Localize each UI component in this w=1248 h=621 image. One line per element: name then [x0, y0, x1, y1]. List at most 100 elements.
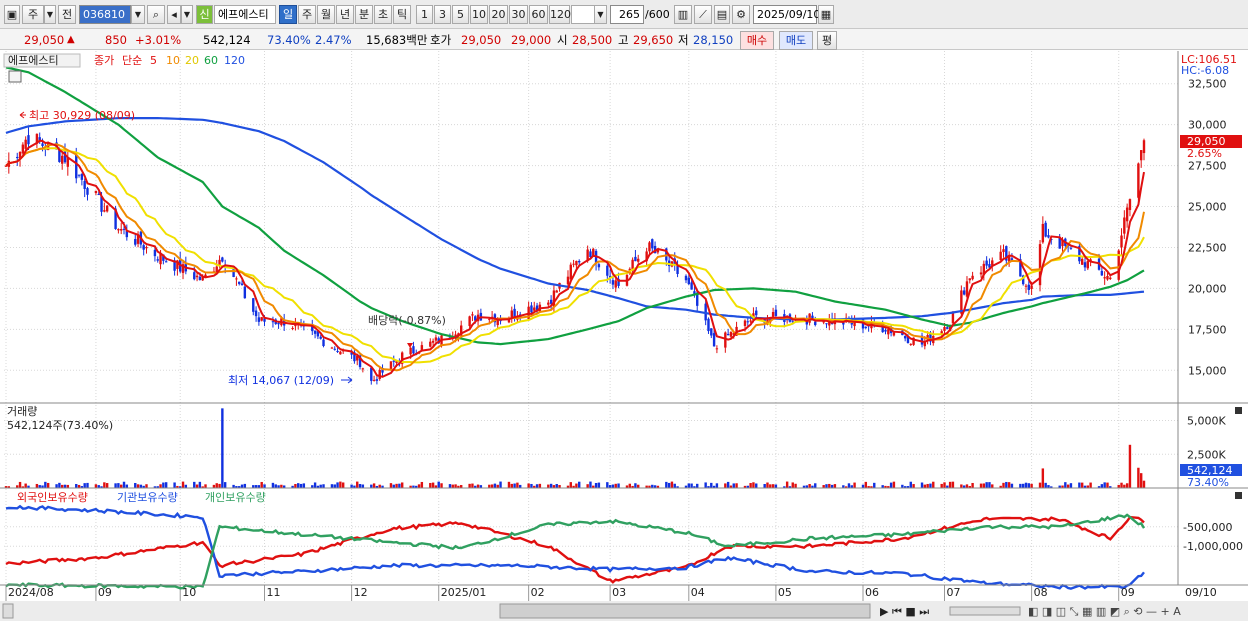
volume-bar	[302, 483, 306, 488]
candle-body	[38, 137, 41, 141]
scrollbar-thumb[interactable]	[499, 603, 871, 619]
volume-bar	[117, 483, 120, 488]
period-button-0[interactable]: 일	[279, 5, 297, 24]
minute-button-30[interactable]: 30	[509, 5, 528, 24]
candle-body	[271, 321, 275, 323]
minute-button-5[interactable]: 5	[452, 5, 469, 24]
prev-stock-button[interactable]: 전	[58, 5, 76, 24]
bar-count-input[interactable]: 265	[610, 5, 644, 24]
period-button-5[interactable]: 초	[374, 5, 392, 24]
period-button-4[interactable]: 분	[355, 5, 373, 24]
buy-button[interactable]: 매수	[740, 31, 774, 50]
volume-bar	[195, 484, 199, 488]
candle-body	[572, 263, 575, 265]
volume-bar	[887, 486, 890, 488]
scroll-left-button[interactable]	[2, 603, 14, 619]
candle-body	[353, 352, 356, 362]
volume-bar	[58, 482, 61, 488]
volume-bar	[909, 481, 912, 488]
volume-ratio: 73.40%	[267, 33, 311, 47]
candle-body	[1139, 150, 1143, 161]
window-icon[interactable]: ▣	[4, 5, 20, 24]
candle-body	[912, 337, 915, 345]
minute-button-20[interactable]: 20	[489, 5, 508, 24]
chevron-down-icon[interactable]: ▼	[181, 5, 193, 24]
volume-bar	[1041, 468, 1045, 488]
volume-bar	[235, 486, 238, 488]
minute-button-120[interactable]: 120	[549, 5, 571, 24]
minute-button-1[interactable]: 1	[416, 5, 433, 24]
minute-button-3[interactable]: 3	[434, 5, 451, 24]
volume-bar	[145, 484, 148, 488]
gear-icon[interactable]: ⚙	[732, 5, 750, 24]
candle-body	[926, 335, 929, 340]
volume-bar	[156, 486, 159, 488]
volume-bar	[968, 486, 971, 488]
volume-bar	[415, 485, 418, 488]
volume-bar	[805, 485, 809, 488]
evaluate-button[interactable]: 평	[817, 31, 837, 50]
candle-body	[215, 266, 218, 274]
zoom-slider[interactable]	[949, 606, 1021, 616]
period-button-1[interactable]: 주	[298, 5, 316, 24]
volume-bar	[1125, 483, 1129, 488]
volume-bar	[63, 484, 67, 488]
volume-bar	[420, 481, 424, 488]
volume-bar	[1061, 485, 1064, 488]
volume-bar	[870, 486, 873, 488]
chevron-down-icon[interactable]: ▼	[594, 5, 607, 24]
market-select-button[interactable]: 주	[22, 5, 44, 24]
candle-body	[631, 259, 634, 271]
volume-bar	[434, 485, 438, 488]
sell-button[interactable]: 매도	[779, 31, 813, 50]
code-dropdown-icon[interactable]: ▼	[131, 5, 145, 24]
candle-body	[311, 324, 314, 332]
candle-body	[336, 350, 339, 353]
volume-bar	[437, 481, 440, 488]
volume-bar	[519, 484, 522, 488]
candle-body	[159, 253, 162, 265]
chevron-down-icon[interactable]: ▼	[44, 5, 56, 24]
volume-bar	[940, 483, 943, 488]
candle-body	[1061, 239, 1064, 247]
save-icon[interactable]: ▤	[714, 5, 730, 24]
chart-area[interactable]: 2024/08 09 10 11 12 2025/01 02 03 04 05 06 07 08 09 09…	[0, 51, 1248, 621]
volume-bar	[704, 482, 707, 488]
period-button-6[interactable]: 틱	[393, 5, 411, 24]
volume-bar	[1066, 484, 1070, 488]
minute-button-60[interactable]: 60	[529, 5, 548, 24]
candle-body	[358, 355, 362, 368]
candle-type-icon[interactable]: ▥	[674, 5, 692, 24]
period-button-3[interactable]: 년	[336, 5, 354, 24]
stock-code-input[interactable]: 036810	[79, 5, 131, 24]
close-icon[interactable]	[1235, 492, 1242, 499]
candle-body	[805, 320, 809, 325]
candle-body	[474, 316, 477, 321]
candle-body	[75, 154, 78, 179]
minute-button-10[interactable]: 10	[470, 5, 488, 24]
candle-body	[460, 325, 463, 336]
table-icon[interactable]	[8, 70, 22, 83]
period-button-2[interactable]: 월	[317, 5, 335, 24]
volume-bar	[867, 486, 870, 488]
draw-tool-icon[interactable]: ⟋	[694, 5, 712, 24]
speaker-icon[interactable]: ◂	[167, 5, 181, 24]
volume-bar	[336, 482, 339, 488]
x-tick-label: 09	[98, 586, 112, 599]
ask-price: 29,050	[461, 33, 502, 47]
close-icon[interactable]	[1235, 407, 1242, 414]
date-input[interactable]: 2025/09/10	[753, 5, 820, 24]
nav-controls-icon[interactable]: ▶ ⏮ ■ ⏭	[880, 605, 929, 618]
volume-bar	[538, 483, 542, 488]
x-tick-label: 07	[946, 586, 960, 599]
volume-bar	[440, 483, 443, 488]
candle-body	[651, 239, 654, 249]
volume-bar	[1097, 486, 1101, 488]
volume-bar	[212, 484, 216, 488]
candle-body	[1106, 275, 1109, 280]
volume-bar	[1021, 483, 1025, 488]
view-tools-icon[interactable]: ◧ ◨ ◫ ⤡ ▦ ▥ ◩ ⌕ ⟲ — + A	[1028, 605, 1181, 618]
calendar-icon[interactable]: ▦	[818, 5, 834, 24]
individual-legend: 개인보유수량	[205, 491, 266, 504]
search-icon[interactable]: ⌕	[147, 5, 165, 24]
